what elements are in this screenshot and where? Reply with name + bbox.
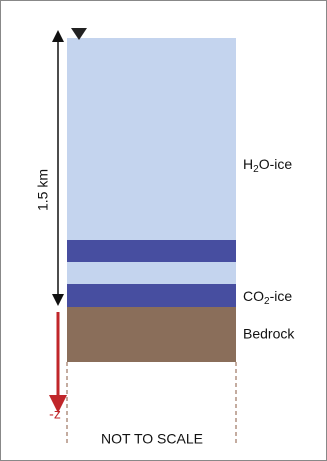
co2-layer xyxy=(67,284,236,307)
diagram: 1.5 km -z H2O-ice CO2-ice Bedrock NOT TO… xyxy=(0,0,327,461)
depth-label: -z xyxy=(49,406,61,422)
ice-layer xyxy=(67,38,236,240)
note: NOT TO SCALE xyxy=(101,431,203,447)
bedrock-layer xyxy=(67,307,236,362)
ice-layer xyxy=(67,262,236,284)
scale-label: 1.5 km xyxy=(35,169,51,211)
bedrock-label: Bedrock xyxy=(243,326,295,342)
dust-band xyxy=(67,240,236,262)
